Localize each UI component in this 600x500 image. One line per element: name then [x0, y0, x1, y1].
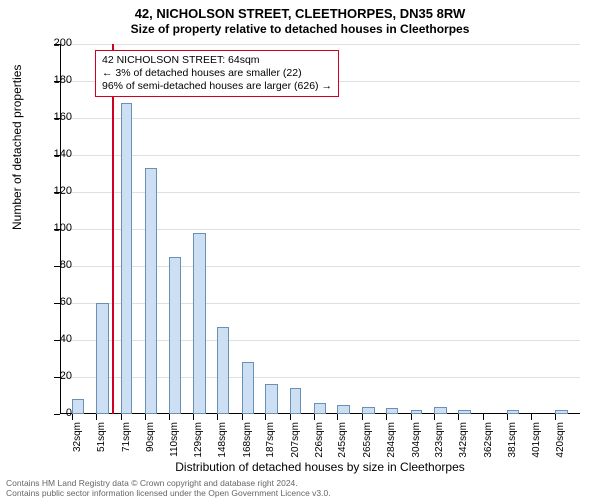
- annotation-line-1: 42 NICHOLSON STREET: 64sqm: [102, 54, 332, 67]
- histogram-bar: [458, 410, 470, 414]
- histogram-bar: [411, 410, 422, 414]
- footer: Contains HM Land Registry data © Crown c…: [0, 475, 337, 500]
- chart-title-primary: 42, NICHOLSON STREET, CLEETHORPES, DN35 …: [0, 0, 600, 22]
- y-tick-label: 40: [32, 333, 72, 345]
- histogram-bar: [145, 168, 157, 414]
- histogram-bar: [555, 410, 567, 414]
- x-tick-label: 342sqm: [458, 422, 469, 462]
- x-tick-label: 129sqm: [193, 422, 204, 462]
- y-tick-label: 0: [32, 407, 72, 419]
- x-tick: [555, 414, 556, 420]
- histogram-bar: [72, 399, 83, 414]
- x-tick-label: 148sqm: [217, 422, 228, 462]
- x-axis-label: Distribution of detached houses by size …: [60, 460, 580, 474]
- chart-title-secondary: Size of property relative to detached ho…: [0, 22, 600, 36]
- y-axis-label: Number of detached properties: [10, 65, 24, 230]
- footer-line-2: Contains public sector information licen…: [6, 488, 331, 498]
- histogram-bar: [265, 384, 277, 414]
- histogram-bar: [96, 303, 108, 414]
- x-tick-label: 284sqm: [386, 422, 397, 462]
- x-tick-label: 71sqm: [121, 422, 132, 462]
- x-tick: [265, 414, 266, 420]
- histogram-bar: [362, 407, 374, 414]
- x-tick: [121, 414, 122, 420]
- x-tick-label: 51sqm: [96, 422, 107, 462]
- y-tick-label: 140: [32, 148, 72, 160]
- histogram-bar: [121, 103, 132, 414]
- x-tick: [507, 414, 508, 420]
- histogram-bar: [290, 388, 301, 414]
- histogram-bar: [337, 405, 349, 414]
- x-tick-label: 187sqm: [265, 422, 276, 462]
- x-tick-label: 362sqm: [483, 422, 494, 462]
- grid-line: [60, 266, 580, 267]
- x-tick: [411, 414, 412, 420]
- histogram-bar: [434, 407, 446, 414]
- x-tick-label: 381sqm: [507, 422, 518, 462]
- y-tick-label: 180: [32, 74, 72, 86]
- plot-area: 32sqm51sqm71sqm90sqm110sqm129sqm148sqm16…: [60, 44, 580, 414]
- x-tick-label: 420sqm: [555, 422, 566, 462]
- histogram-bar: [314, 403, 326, 414]
- histogram-bar: [193, 233, 205, 414]
- annotation-line-3: 96% of semi-detached houses are larger (…: [102, 80, 332, 93]
- grid-line: [60, 340, 580, 341]
- x-tick: [169, 414, 170, 420]
- x-tick-label: 90sqm: [145, 422, 156, 462]
- histogram-bar: [217, 327, 229, 414]
- x-tick: [193, 414, 194, 420]
- x-tick: [96, 414, 97, 420]
- plot: 32sqm51sqm71sqm90sqm110sqm129sqm148sqm16…: [60, 44, 580, 414]
- x-tick-label: 207sqm: [290, 422, 301, 462]
- x-tick: [434, 414, 435, 420]
- x-tick-label: 304sqm: [411, 422, 422, 462]
- footer-line-1: Contains HM Land Registry data © Crown c…: [6, 478, 331, 488]
- x-tick-label: 168sqm: [242, 422, 253, 462]
- x-tick: [72, 414, 73, 420]
- x-tick: [362, 414, 363, 420]
- x-tick-label: 110sqm: [169, 422, 180, 462]
- x-tick: [386, 414, 387, 420]
- y-tick-label: 20: [32, 370, 72, 382]
- grid-line: [60, 303, 580, 304]
- x-tick: [314, 414, 315, 420]
- x-tick: [145, 414, 146, 420]
- x-tick-label: 245sqm: [337, 422, 348, 462]
- histogram-bar: [386, 408, 398, 414]
- grid-line: [60, 192, 580, 193]
- reference-line: [112, 44, 114, 414]
- x-tick-label: 401sqm: [531, 422, 542, 462]
- x-tick: [483, 414, 484, 420]
- x-tick-label: 226sqm: [314, 422, 325, 462]
- grid-line: [60, 155, 580, 156]
- y-tick-label: 100: [32, 222, 72, 234]
- y-tick-label: 200: [32, 37, 72, 49]
- annotation-box: 42 NICHOLSON STREET: 64sqm ← 3% of detac…: [95, 50, 339, 97]
- y-tick-label: 160: [32, 111, 72, 123]
- x-tick-label: 32sqm: [72, 422, 83, 462]
- y-tick-label: 80: [32, 259, 72, 271]
- x-tick-label: 323sqm: [434, 422, 445, 462]
- chart-container: 42, NICHOLSON STREET, CLEETHORPES, DN35 …: [0, 0, 600, 500]
- histogram-bar: [242, 362, 254, 414]
- y-tick-label: 60: [32, 296, 72, 308]
- x-tick-label: 265sqm: [362, 422, 373, 462]
- grid-line: [60, 44, 580, 45]
- x-tick: [217, 414, 218, 420]
- x-tick: [290, 414, 291, 420]
- histogram-bar: [507, 410, 519, 414]
- x-tick: [531, 414, 532, 420]
- grid-line: [60, 377, 580, 378]
- histogram-bar: [169, 257, 180, 414]
- grid-line: [60, 229, 580, 230]
- x-tick: [337, 414, 338, 420]
- x-tick: [242, 414, 243, 420]
- y-tick-label: 120: [32, 185, 72, 197]
- grid-line: [60, 118, 580, 119]
- x-tick: [458, 414, 459, 420]
- annotation-line-2: ← 3% of detached houses are smaller (22): [102, 67, 332, 80]
